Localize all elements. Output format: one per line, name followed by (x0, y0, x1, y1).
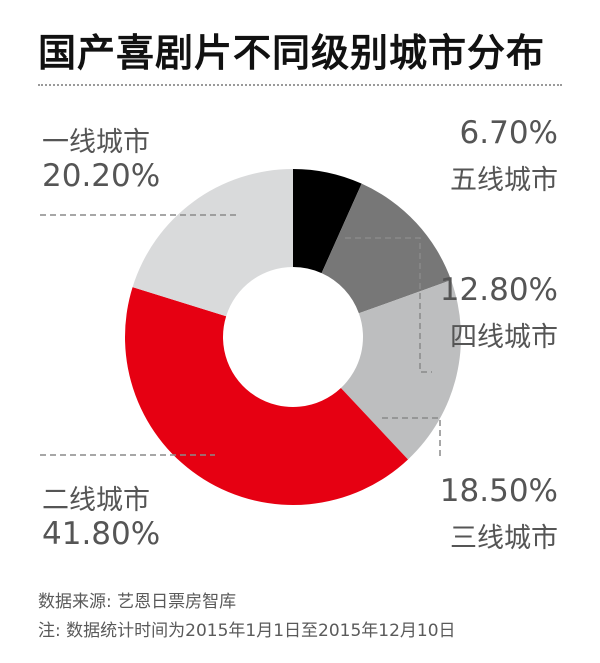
label-tier3-name: 三线城市 (450, 523, 558, 554)
label-tier2-value: 41.80% (42, 516, 161, 552)
label-tier2-name: 二线城市 (42, 485, 150, 516)
label-tier5-name: 五线城市 (450, 165, 558, 196)
slice-5 (132, 169, 293, 317)
slice-1 (293, 169, 362, 274)
leader-line-2 (345, 237, 432, 373)
title-divider (38, 84, 562, 86)
donut-slices (125, 169, 462, 505)
label-tier1-name: 一线城市 (42, 127, 150, 158)
source-note: 数据来源: 艺恩日票房智库 (38, 592, 237, 612)
leader-line-3 (382, 417, 441, 460)
leader-lines (40, 214, 441, 460)
slice-2 (321, 183, 452, 314)
date-note: 注: 数据统计时间为2015年1月1日至2015年12月10日 (38, 621, 456, 641)
label-tier1-value: 20.20% (42, 158, 161, 194)
label-tier3-value: 18.50% (439, 473, 558, 509)
label-tier5-value: 6.70% (459, 115, 558, 151)
slice-3 (340, 280, 462, 460)
label-tier4-name: 四线城市 (450, 322, 558, 353)
slice-4 (125, 287, 409, 505)
label-tier4-value: 12.80% (439, 272, 558, 308)
chart-title: 国产喜剧片不同级别城市分布 (38, 31, 546, 75)
